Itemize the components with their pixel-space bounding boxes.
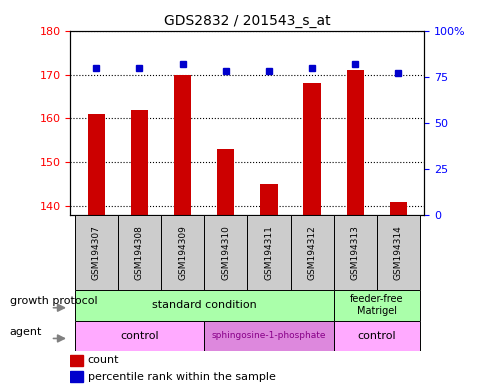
Bar xyxy=(389,202,406,215)
Bar xyxy=(376,215,419,290)
Text: GSM194311: GSM194311 xyxy=(264,225,273,280)
Text: count: count xyxy=(88,356,119,366)
Bar xyxy=(217,149,234,215)
Text: control: control xyxy=(120,331,158,341)
Text: agent: agent xyxy=(10,327,42,337)
Bar xyxy=(70,371,83,382)
Bar xyxy=(333,215,376,290)
Text: GSM194314: GSM194314 xyxy=(393,225,402,280)
Bar xyxy=(75,290,333,321)
Bar xyxy=(333,321,419,351)
Bar xyxy=(290,215,333,290)
Text: GSM194310: GSM194310 xyxy=(221,225,230,280)
Bar xyxy=(247,215,290,290)
Text: GSM194309: GSM194309 xyxy=(178,225,187,280)
Text: growth protocol: growth protocol xyxy=(10,296,97,306)
Text: sphingosine-1-phosphate: sphingosine-1-phosphate xyxy=(211,331,326,341)
Text: percentile rank within the sample: percentile rank within the sample xyxy=(88,372,275,382)
Bar xyxy=(131,110,148,215)
Bar xyxy=(75,321,204,351)
Bar xyxy=(260,184,277,215)
Bar xyxy=(333,290,419,321)
Bar xyxy=(75,215,118,290)
Bar xyxy=(204,215,247,290)
Bar xyxy=(346,70,363,215)
Title: GDS2832 / 201543_s_at: GDS2832 / 201543_s_at xyxy=(164,14,330,28)
Text: GSM194307: GSM194307 xyxy=(91,225,101,280)
Text: control: control xyxy=(357,331,395,341)
Bar xyxy=(88,114,105,215)
Bar xyxy=(161,215,204,290)
Text: standard condition: standard condition xyxy=(151,300,256,310)
Bar xyxy=(118,215,161,290)
Bar xyxy=(70,355,83,366)
Text: feeder-free
Matrigel: feeder-free Matrigel xyxy=(349,295,403,316)
Text: GSM194313: GSM194313 xyxy=(350,225,359,280)
Bar xyxy=(174,74,191,215)
Text: GSM194312: GSM194312 xyxy=(307,225,316,280)
Bar xyxy=(303,83,320,215)
Text: GSM194308: GSM194308 xyxy=(135,225,144,280)
Bar xyxy=(204,321,333,351)
